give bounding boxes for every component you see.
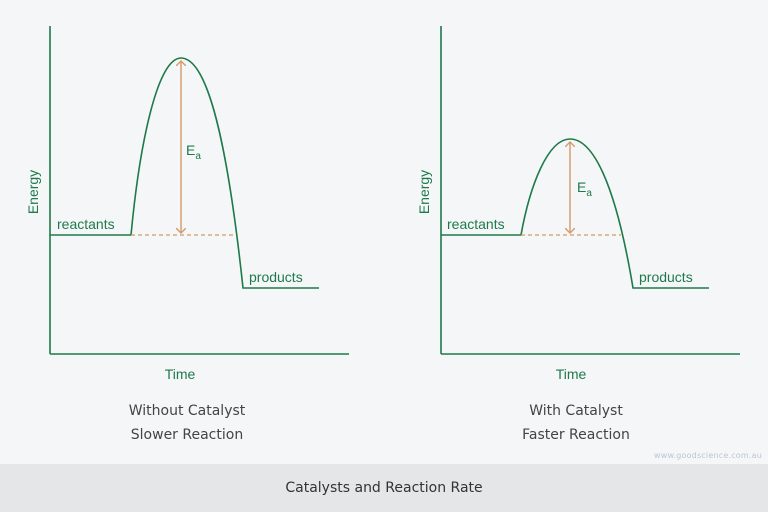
caption-line-1: Without Catalyst <box>128 403 246 419</box>
energy-diagrams: Ea reactants products Energy Time Ea rea… <box>25 26 740 382</box>
caption-with-catalyst: With Catalyst Faster Reaction <box>426 399 726 447</box>
products-label: products <box>249 269 303 285</box>
y-axis-label: Energy <box>416 170 432 214</box>
reactants-label: reactants <box>447 216 505 232</box>
watermark-url: www.goodscience.com.au <box>653 451 762 460</box>
reaction-curve <box>50 57 319 289</box>
caption-line-2: Faster Reaction <box>522 427 630 443</box>
x-axis-label: Time <box>556 366 587 382</box>
products-label: products <box>639 269 693 285</box>
activation-energy-label: Ea <box>186 142 201 162</box>
caption-line-2: Slower Reaction <box>130 427 244 443</box>
diagram-with-catalyst: Ea reactants products Energy Time <box>416 26 740 382</box>
activation-energy-label: Ea <box>577 179 592 199</box>
diagram-without-catalyst: Ea reactants products Energy Time <box>25 26 349 382</box>
caption-line-1: With Catalyst <box>529 403 623 419</box>
reactants-label: reactants <box>57 216 115 232</box>
x-axis-label: Time <box>165 366 196 382</box>
reaction-curve <box>441 138 709 289</box>
caption-without-catalyst: Without Catalyst Slower Reaction <box>37 399 337 447</box>
footer-title: Catalysts and Reaction Rate <box>0 464 768 512</box>
y-axis-label: Energy <box>25 170 41 214</box>
